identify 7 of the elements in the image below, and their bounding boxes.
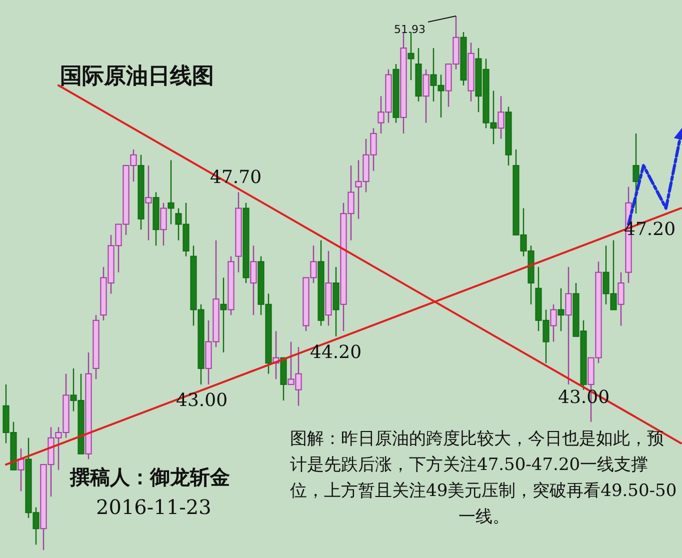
annotation: 2016-11-23	[96, 495, 212, 519]
annotation: 43.00	[176, 390, 228, 411]
annotation: 51.93	[394, 23, 426, 36]
annotation: 撰稿人：御龙斩金	[70, 465, 230, 489]
annotation: 图解：昨日原油的跨度比较大，今日也是如此，预计是先跌后涨，下方关注47.50-47.20一线支撑位，上方暂且关注49美元压制，突破再看49.50-50一线。	[290, 428, 678, 529]
annotation: 44.20	[310, 342, 362, 363]
title: 国际原油日线图	[60, 63, 214, 89]
